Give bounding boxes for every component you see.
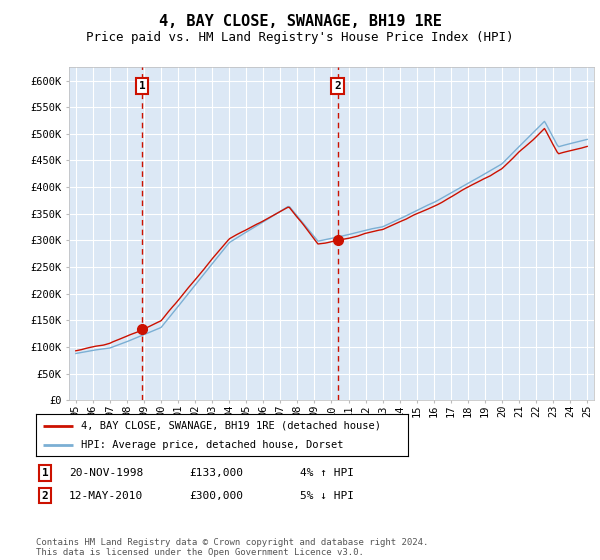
Text: 4% ↑ HPI: 4% ↑ HPI [300,468,354,478]
Text: Price paid vs. HM Land Registry's House Price Index (HPI): Price paid vs. HM Land Registry's House … [86,31,514,44]
Text: 20-NOV-1998: 20-NOV-1998 [69,468,143,478]
Text: 2: 2 [334,81,341,91]
Text: 5% ↓ HPI: 5% ↓ HPI [300,491,354,501]
Text: HPI: Average price, detached house, Dorset: HPI: Average price, detached house, Dors… [80,440,343,450]
Text: 1: 1 [139,81,146,91]
Text: £300,000: £300,000 [189,491,243,501]
Text: 4, BAY CLOSE, SWANAGE, BH19 1RE (detached house): 4, BAY CLOSE, SWANAGE, BH19 1RE (detache… [80,421,380,431]
Text: £133,000: £133,000 [189,468,243,478]
Text: 2: 2 [41,491,49,501]
Text: Contains HM Land Registry data © Crown copyright and database right 2024.
This d: Contains HM Land Registry data © Crown c… [36,538,428,557]
Text: 12-MAY-2010: 12-MAY-2010 [69,491,143,501]
Text: 1: 1 [41,468,49,478]
Text: 4, BAY CLOSE, SWANAGE, BH19 1RE: 4, BAY CLOSE, SWANAGE, BH19 1RE [158,14,442,29]
